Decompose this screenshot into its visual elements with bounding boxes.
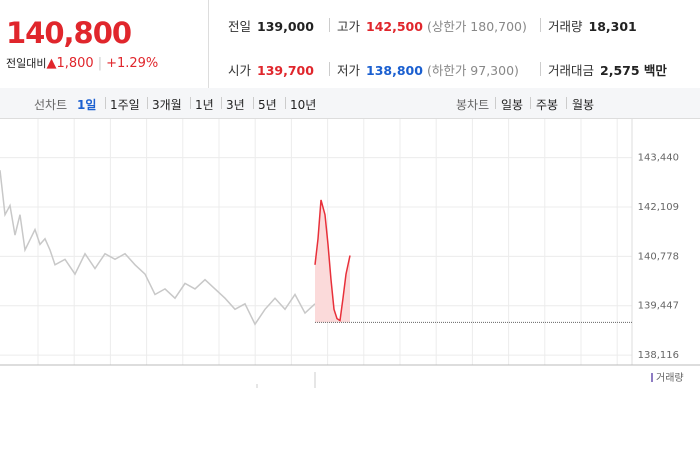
stat: 시가 139,700 <box>228 60 314 79</box>
change-rate: +1.29% <box>106 56 159 71</box>
tab[interactable]: 월봉 <box>572 98 595 112</box>
tab[interactable]: 1년 <box>195 98 214 112</box>
separator <box>495 97 496 109</box>
separator <box>329 18 330 32</box>
stat-label: 시가 <box>228 63 252 78</box>
stat-value: 139,700 <box>257 63 314 78</box>
y-tick-label: 142,109 <box>638 202 679 213</box>
stat: 저가 138,800 (하한가 97,300) <box>337 60 519 79</box>
separator <box>105 97 106 109</box>
stat: 거래량 18,301 <box>548 16 637 35</box>
line <box>0 170 316 326</box>
tab[interactable]: 10년 <box>290 98 317 112</box>
stat-label: 고가 <box>337 19 361 34</box>
tab-bar: 선차트 1일 1주일 3개월 1년 3년 5년 10년 봉차트 일봉 주봉 월봉 <box>0 88 700 119</box>
y-tick-label: 139,447 <box>638 301 679 312</box>
separator <box>190 97 191 109</box>
separator <box>253 97 254 109</box>
tab[interactable]: 5년 <box>258 98 277 112</box>
change-amount: ▲1,800 <box>46 56 94 71</box>
stat-label: 거래량 <box>548 19 583 34</box>
line <box>314 199 351 322</box>
separator: | <box>97 56 103 71</box>
separator <box>530 97 531 109</box>
stat: 거래대금 2,575 백만 <box>548 60 667 79</box>
tab[interactable]: 일봉 <box>501 98 524 112</box>
tab-group-label: 선차트 <box>34 98 68 112</box>
y-tick-label: 138,116 <box>638 350 679 361</box>
price-panel: 140,800 전일대비▲1,800 | +1.29% <box>0 0 209 88</box>
separator <box>285 97 286 109</box>
stat-label: 거래대금 <box>548 63 595 78</box>
separator <box>540 62 541 76</box>
legend-label: 거래량 <box>656 372 684 384</box>
area <box>315 199 350 323</box>
legend-swatch <box>651 373 653 382</box>
tab[interactable]: 1주일 <box>110 98 140 112</box>
stat: 고가 142,500 (상한가 180,700) <box>337 16 527 35</box>
separator <box>147 97 148 109</box>
stat-value: 139,000 <box>257 19 314 34</box>
stat-value: 18,301 <box>588 19 637 34</box>
change-label: 전일대비 <box>6 57 47 70</box>
stat-note: (상한가 180,700) <box>426 19 527 34</box>
change: 전일대비▲1,800 | +1.29% <box>6 55 158 71</box>
separator <box>329 62 330 76</box>
stat-value: 142,500 <box>366 19 423 34</box>
stat-label: 저가 <box>337 63 361 78</box>
tab[interactable]: 3개월 <box>152 98 182 112</box>
stat-value: 138,800 <box>366 63 423 78</box>
tab[interactable]: 1일 <box>77 98 97 112</box>
separator <box>566 97 567 109</box>
stat-value: 2,575 백만 <box>600 63 667 78</box>
stat-label: 전일 <box>228 19 252 34</box>
tab[interactable]: 3년 <box>226 98 245 112</box>
separator <box>540 18 541 32</box>
tab[interactable]: 주봉 <box>536 98 559 112</box>
separator <box>221 97 222 109</box>
stat: 전일 139,000 <box>228 16 314 35</box>
y-tick-label: 143,440 <box>638 153 679 164</box>
stat-note: (하한가 97,300) <box>426 63 519 78</box>
tab-group-label: 봉차트 <box>456 98 490 112</box>
quote-header: 140,800 전일대비▲1,800 | +1.29% 전일 139,000 고가 142… <box>0 0 700 89</box>
y-tick-label: 140,778 <box>638 251 679 262</box>
price: 140,800 <box>6 16 132 50</box>
